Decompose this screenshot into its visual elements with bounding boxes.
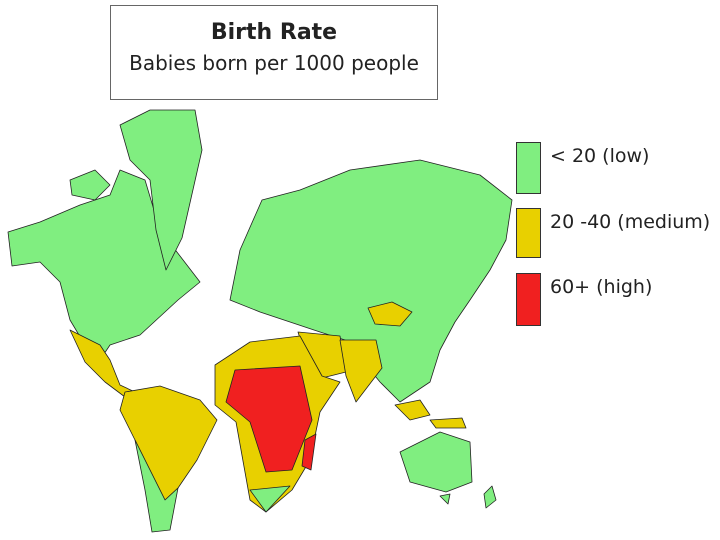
legend-label: 20 -40 (medium) — [550, 211, 711, 233]
legend-swatch — [516, 273, 541, 326]
title-box: Birth Rate Babies born per 1000 people — [110, 5, 438, 100]
legend-swatch — [516, 142, 541, 194]
map-land — [7, 109, 513, 533]
legend-label: 60+ (high) — [550, 276, 653, 298]
map-subtitle: Babies born per 1000 people — [129, 51, 419, 75]
legend-label: < 20 (low) — [550, 145, 650, 167]
map-title: Birth Rate — [210, 20, 338, 45]
legend-swatch — [516, 208, 541, 258]
